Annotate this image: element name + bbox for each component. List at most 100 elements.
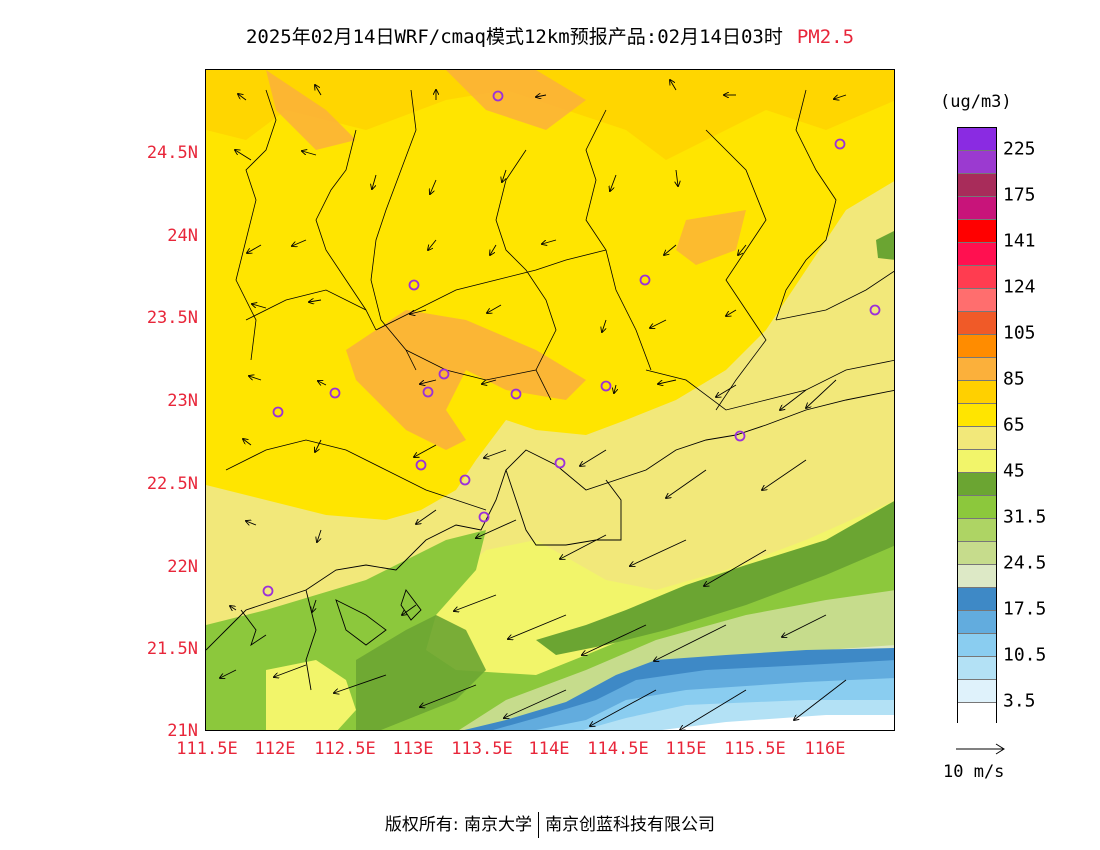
wind-arrow — [274, 664, 307, 677]
station-marker — [272, 406, 284, 418]
lat-label: 23.5N — [146, 308, 198, 328]
colorbar-segment — [958, 335, 996, 358]
colorbar-label: 10.5 — [1003, 644, 1047, 666]
wind-arrow — [414, 444, 437, 457]
wind-arrow — [410, 309, 427, 314]
wind-arrow — [372, 174, 377, 189]
wind-arrow — [610, 174, 617, 191]
wind-arrow — [670, 80, 677, 91]
wind-arrow — [762, 459, 807, 490]
colorbar-segment — [958, 588, 996, 611]
wind-vectors — [220, 80, 847, 730]
wind-arrow — [614, 384, 616, 393]
wind-arrow — [806, 379, 837, 408]
wind-arrow — [487, 304, 502, 313]
wind-arrow — [230, 606, 237, 610]
station-marker — [510, 388, 522, 400]
map-title: 2025年02月14日WRF/cmaq模式12km预报产品:02月14日03时 P… — [0, 22, 1100, 49]
lon-label: 113E — [392, 739, 434, 759]
lat-label: 22.5N — [146, 474, 198, 494]
colorbar-label: 105 — [1003, 322, 1036, 344]
lon-label: 112E — [254, 739, 296, 759]
wind-arrow — [502, 169, 506, 182]
admin-boundaries — [225, 89, 894, 511]
colorbar-segment — [958, 657, 996, 680]
station-marker — [438, 368, 450, 380]
colorbar-unit: (ug/m3) — [940, 92, 1012, 112]
wind-arrow — [664, 244, 677, 255]
wind-arrow — [794, 679, 847, 720]
footer-divider — [538, 812, 540, 838]
wind-arrow — [484, 449, 507, 458]
wind-arrow — [238, 94, 247, 101]
colorbar-segment — [958, 473, 996, 496]
station-marker — [834, 138, 846, 150]
colorbar-label: 85 — [1003, 368, 1025, 390]
colorbar-label: 31.5 — [1003, 506, 1047, 528]
colorbar-segment — [958, 358, 996, 381]
lat-label: 24N — [167, 226, 198, 246]
wind-arrow — [312, 599, 316, 612]
wind-arrow — [536, 95, 547, 97]
pm25-forecast-map — [205, 69, 895, 731]
wind-arrow — [420, 684, 477, 707]
copyright-text: 版权所有: 南京大学 — [384, 815, 533, 835]
station-marker — [408, 279, 420, 291]
wind-arrow — [220, 669, 237, 678]
wind-arrow — [508, 614, 567, 639]
colorbar-segment — [958, 703, 996, 726]
lon-label: 116E — [804, 739, 846, 759]
colorbar-segment — [958, 680, 996, 703]
concentration-fill — [206, 70, 894, 730]
title-text: 2025年02月14日WRF/cmaq模式12km预报产品:02月14日03时 — [245, 26, 783, 48]
wind-arrow — [420, 379, 437, 384]
wind-arrow — [309, 300, 322, 302]
wind-arrow — [582, 624, 647, 655]
colorbar-segment — [958, 427, 996, 450]
wind-arrow — [334, 674, 387, 693]
wind-arrow — [476, 519, 517, 538]
wind-arrow — [680, 689, 747, 730]
colorbar-segment — [958, 266, 996, 289]
lon-label: 112.5E — [314, 739, 376, 759]
pollutant-label: PM2.5 — [796, 26, 855, 48]
station-marker — [459, 474, 471, 486]
station-marker — [639, 274, 651, 286]
wind-arrow — [716, 384, 737, 397]
colorbar-segment — [958, 312, 996, 335]
lon-label: 115E — [665, 739, 707, 759]
wind-arrow — [235, 150, 252, 161]
colorbar-segment — [958, 404, 996, 427]
colorbar-segment — [958, 381, 996, 404]
colorbar-segment — [958, 151, 996, 174]
colorbar-label: 45 — [1003, 460, 1025, 482]
wind-arrow — [318, 381, 327, 385]
lon-label: 113.5E — [451, 739, 513, 759]
colorbar — [957, 127, 997, 726]
station-marker — [554, 457, 566, 469]
wind-arrow — [292, 239, 307, 246]
colorbar-label: 17.5 — [1003, 598, 1047, 620]
colorbar-label: 3.5 — [1003, 690, 1036, 712]
wind-reference-label: 10 m/s — [943, 762, 1005, 782]
station-marker — [869, 304, 881, 316]
colorbar-segment — [958, 128, 996, 151]
wind-arrow — [602, 319, 606, 332]
wind-arrow — [666, 469, 707, 498]
wind-arrow — [560, 534, 607, 559]
wind-arrow — [490, 244, 497, 255]
wind-arrow — [590, 689, 657, 726]
station-marker — [492, 90, 504, 102]
lon-label: 114E — [528, 739, 570, 759]
lon-label: 114.5E — [587, 739, 649, 759]
colorbar-segment — [958, 634, 996, 657]
wind-arrow — [315, 439, 322, 452]
wind-reference-arrow — [956, 743, 1005, 755]
wind-arrow — [654, 624, 727, 661]
wind-arrow — [542, 239, 557, 244]
colorbar-segment — [958, 565, 996, 588]
lat-label: 21.5N — [146, 639, 198, 659]
wind-arrow — [658, 379, 677, 384]
wind-arrow — [482, 379, 497, 384]
colorbar-segment — [958, 243, 996, 266]
